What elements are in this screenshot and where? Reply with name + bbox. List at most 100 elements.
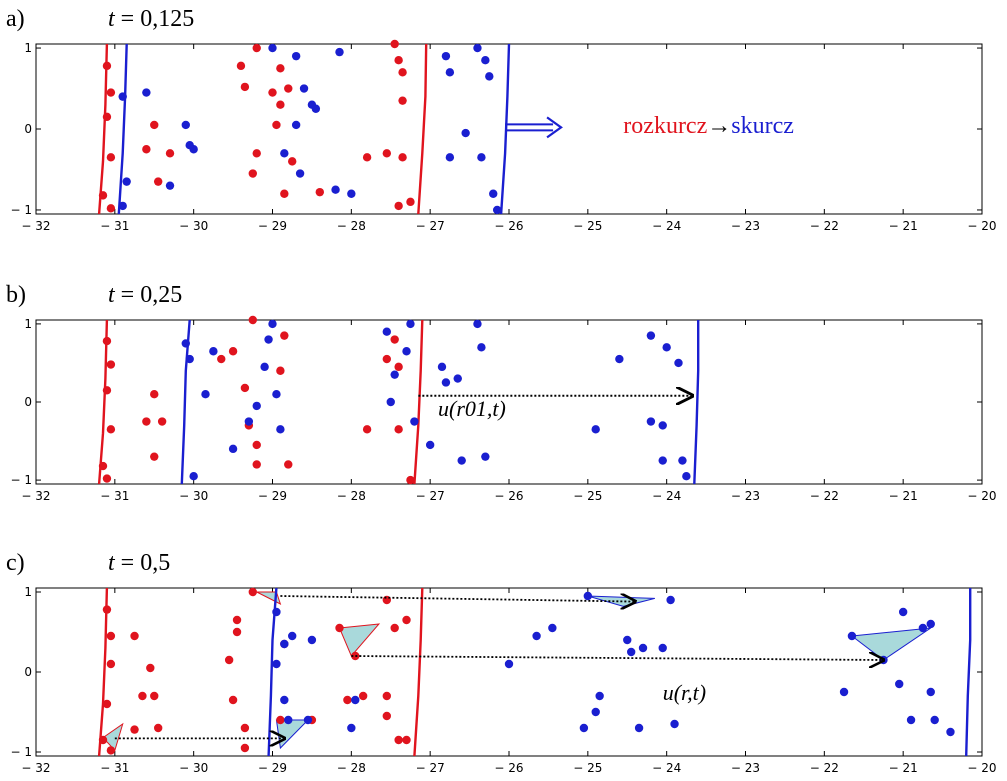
red-point (102, 699, 112, 709)
plot-frame (35, 319, 983, 485)
blue-point (481, 55, 490, 65)
blue-point (591, 707, 600, 717)
x-tick-label: − 26 (494, 219, 523, 233)
blue-point (347, 723, 356, 733)
red-point (248, 315, 257, 325)
blue-point (228, 444, 238, 454)
red-front-line (97, 587, 109, 757)
x-tick-label: − 22 (810, 489, 839, 503)
blue-point (658, 421, 667, 430)
blue-point (930, 715, 939, 725)
panel-b-time-label: t = 0,25 (108, 282, 182, 309)
red-point (394, 362, 403, 372)
annotation-left: rozkurcz (623, 113, 707, 139)
blue-point (390, 370, 399, 379)
displacement-arrow (280, 596, 635, 602)
blue-point (402, 347, 411, 356)
y-tick-label: 0 (24, 122, 32, 136)
x-tick-label: − 26 (494, 761, 523, 775)
blue-point (461, 128, 470, 138)
red-point (398, 68, 407, 77)
blue-point (185, 140, 194, 150)
blue-point (272, 659, 281, 669)
blue-point (288, 631, 297, 641)
x-tick-label: − 26 (494, 489, 523, 503)
red-point (106, 204, 116, 213)
blue-point (626, 647, 636, 657)
red-point (102, 386, 112, 395)
blue-point (623, 635, 632, 645)
x-tick-label: − 27 (416, 219, 445, 233)
blue-point (331, 185, 340, 194)
red-point (102, 605, 112, 614)
red-point (98, 191, 108, 200)
panel-b-plot: − 32 − 31 − 30 − 29 − 28 − 27 − 26 − 25 − 24 − 23… (10, 315, 997, 503)
red-point (106, 631, 116, 641)
red-point (382, 711, 392, 721)
red-point (276, 100, 285, 109)
red-point (150, 452, 159, 461)
blue-point (181, 339, 190, 348)
blue-point (485, 72, 494, 81)
red-point (232, 615, 242, 625)
y-tick-label: 1 (24, 317, 32, 331)
red-front-line (413, 319, 424, 485)
red-point (240, 743, 250, 753)
red-point (402, 615, 411, 625)
blue-front-line (117, 43, 128, 215)
blue-point (445, 68, 455, 77)
red-point (98, 735, 108, 745)
red-point (288, 157, 297, 166)
red-point (157, 417, 167, 426)
displacement-triangle (850, 627, 932, 661)
red-point (102, 474, 112, 483)
blue-point (406, 319, 415, 329)
x-tick-label: − 31 (100, 489, 129, 503)
y-tick-label: 0 (24, 665, 32, 679)
red-point (236, 61, 246, 71)
red-point (406, 475, 415, 485)
blue-point (473, 319, 482, 329)
red-point (224, 655, 234, 665)
red-front-line (413, 587, 424, 757)
blue-point (122, 177, 131, 186)
y-tick-label: 0 (24, 395, 32, 409)
blue-point (410, 417, 419, 426)
red-point (398, 96, 407, 105)
double-arrow-head (546, 116, 563, 139)
x-tick-label: − 20 (967, 489, 996, 503)
blue-point (268, 43, 277, 53)
red-point (252, 440, 261, 450)
x-tick-label: − 27 (416, 489, 445, 503)
displacement-label: u(r01,t) (438, 396, 506, 421)
blue-point (473, 43, 482, 53)
red-point (390, 335, 399, 344)
blue-point (272, 389, 281, 399)
x-tick-label: − 24 (652, 761, 681, 775)
red-point (284, 460, 293, 469)
x-tick-label: − 32 (21, 761, 50, 775)
x-tick-label: − 21 (889, 489, 918, 503)
red-point (382, 354, 392, 364)
blue-point (142, 88, 151, 97)
blue-point (658, 643, 667, 653)
blue-point (638, 643, 648, 653)
blue-point (307, 635, 317, 645)
red-point (98, 461, 108, 471)
blue-point (666, 595, 675, 605)
blue-point (386, 397, 395, 407)
blue-point (118, 201, 127, 211)
red-point (351, 651, 360, 661)
blue-point (201, 389, 210, 399)
blue-point (280, 149, 289, 158)
plot-frame (35, 587, 983, 757)
x-tick-label: − 20 (967, 761, 996, 775)
blue-point (276, 425, 285, 434)
blue-point (895, 679, 904, 689)
blue-point (347, 189, 356, 198)
red-point (343, 695, 352, 705)
red-point (106, 360, 116, 369)
panel-c-time-var: t (108, 550, 115, 576)
panel-b-time-var: t (108, 282, 115, 308)
x-tick-label: − 21 (889, 219, 918, 233)
